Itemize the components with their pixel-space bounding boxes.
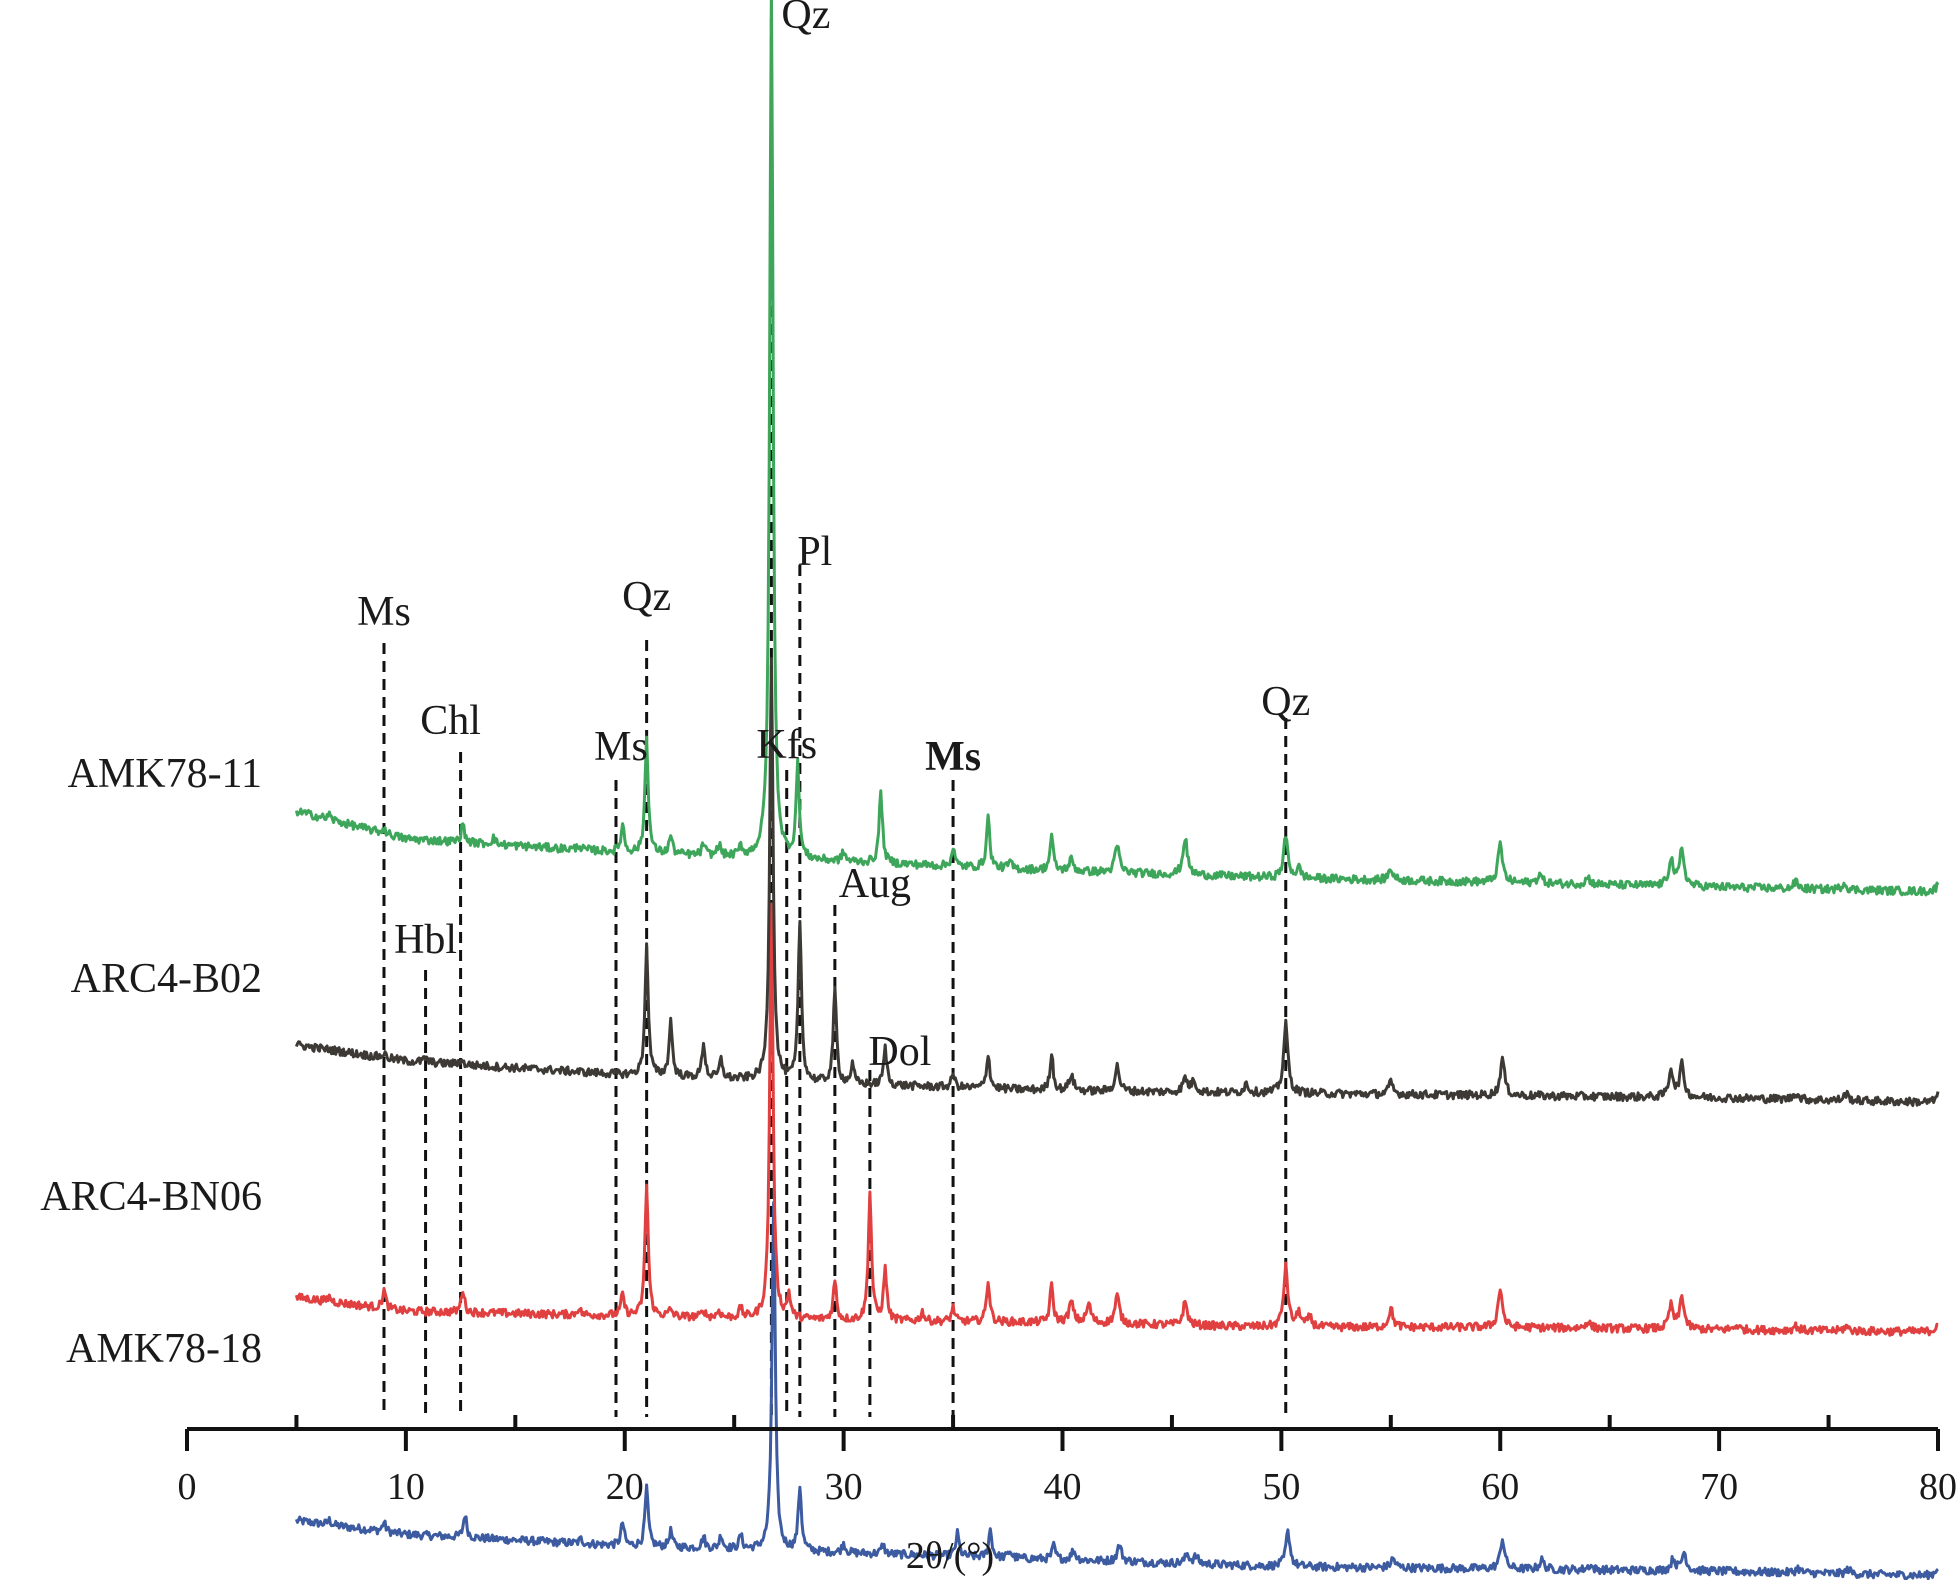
sample-label-arc4-bn06: ARC4-BN06 [40,1174,262,1220]
x-tick-label: 60 [1481,1466,1519,1508]
x-tick-label: 10 [387,1466,425,1508]
x-ticks: 0 10 20 30 40 50 60 70 80 [178,1415,1957,1508]
mineral-label-kfs: Kfs [756,722,817,768]
x-tick-label: 20 [606,1466,644,1508]
sample-label-amk78-18: AMK78-18 [66,1326,262,1372]
sample-label-arc4-b02: ARC4-B02 [71,956,262,1002]
mineral-label-ms: Ms [357,589,411,635]
series-traces [294,0,1940,1580]
x-axis-title: 2θ/(°) [906,1535,994,1577]
mineral-label-qz: Qz [781,0,830,38]
mineral-label-dol: Dol [868,1029,931,1075]
x-tick-label: 40 [1044,1466,1082,1508]
mineral-annotations: Ms Hbl Chl Ms Qz Qz Kfs Pl Aug Dol Ms Qz [357,0,1310,1075]
mineral-label-chl: Chl [420,698,481,744]
mineral-label-aug: Aug [839,861,911,907]
mineral-label-ms: Ms [925,734,981,780]
x-tick-label: 70 [1700,1466,1738,1508]
sample-labels: AMK78-11 ARC4-B02 ARC4-BN06 AMK78-18 [40,751,262,1372]
mineral-label-hbl: Hbl [394,917,457,963]
mineral-label-qz: Qz [1261,679,1310,725]
sample-label-amk78-11: AMK78-11 [68,751,262,797]
x-tick-label: 50 [1262,1466,1300,1508]
mineral-label-pl: Pl [797,529,832,575]
x-tick-label: 80 [1919,1466,1957,1508]
x-tick-label: 0 [178,1466,197,1508]
x-tick-label: 30 [825,1466,863,1508]
series-line-amk78-18 [294,1201,1939,1580]
series-line-arc4-b02 [294,657,1940,1107]
mineral-label-ms: Ms [594,724,648,770]
series-line-amk78-11 [294,0,1940,897]
reference-lines [382,18,1288,1417]
series-line-arc4-bn06 [294,902,1939,1337]
mineral-label-qz: Qz [622,574,671,620]
